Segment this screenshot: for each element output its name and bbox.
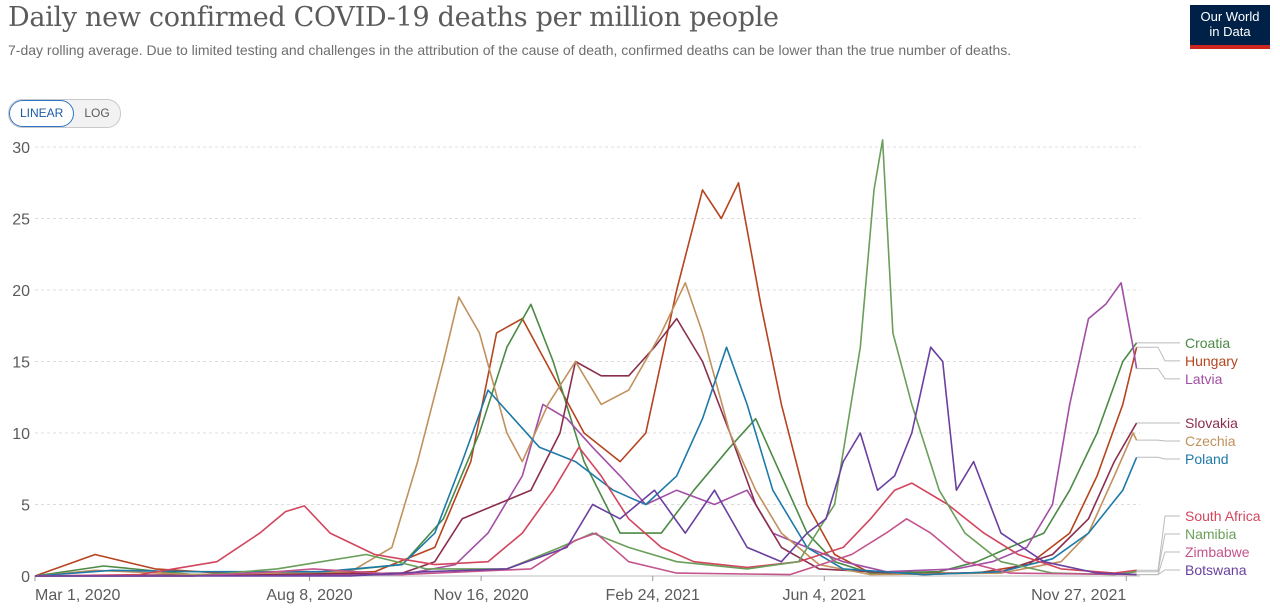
series-line-south-africa[interactable] xyxy=(34,446,1137,577)
series-line-latvia[interactable] xyxy=(34,282,1138,577)
legend-label-latvia[interactable]: Latvia xyxy=(1185,371,1223,387)
legend-label-botswana[interactable]: Botswana xyxy=(1185,562,1247,578)
legend-label-poland[interactable]: Poland xyxy=(1185,451,1229,467)
y-tick-label: 20 xyxy=(12,283,30,300)
legend-connector-latvia xyxy=(1136,368,1180,380)
scale-toggle: LINEAR LOG xyxy=(8,99,121,128)
series-line-croatia[interactable] xyxy=(34,303,1138,577)
legend: Croatia Hungary Latvia Slovakia Czechia Polan… xyxy=(1136,335,1261,578)
legend-label-zimbabwe[interactable]: Zimbabwe xyxy=(1185,544,1250,560)
x-tick-label: Nov 16, 2020 xyxy=(434,587,529,604)
y-tick-label: 5 xyxy=(21,498,30,515)
logo-line-2: in Data xyxy=(1209,24,1251,39)
linear-scale-button[interactable]: LINEAR xyxy=(9,100,75,127)
series-lines xyxy=(34,139,1138,577)
owid-logo[interactable]: Our World in Data xyxy=(1190,5,1270,49)
legend-label-slovakia[interactable]: Slovakia xyxy=(1185,415,1238,431)
y-axis-tick-labels: 0 5 10 15 20 25 30 xyxy=(12,140,30,586)
series-line-zimbabwe[interactable] xyxy=(35,518,1137,577)
x-axis-tick-labels: Mar 1, 2020 Aug 8, 2020 Nov 16, 2020 Feb 24… xyxy=(35,587,1126,604)
legend-connector-namibia xyxy=(1136,533,1180,573)
page-title: Daily new confirmed COVID-19 deaths per … xyxy=(8,2,779,33)
x-tick-label: Mar 1, 2020 xyxy=(35,587,120,604)
x-tick-label: Aug 8, 2020 xyxy=(266,587,352,604)
legend-connector-botswana xyxy=(1136,569,1180,576)
legend-label-hungary[interactable]: Hungary xyxy=(1185,353,1238,369)
x-tick-label: Jun 4, 2021 xyxy=(782,587,866,604)
y-tick-label: 30 xyxy=(12,140,30,157)
y-tick-label: 0 xyxy=(21,569,30,586)
chart-subtitle: 7-day rolling average. Due to limited te… xyxy=(8,42,1012,58)
legend-connector-czechia xyxy=(1136,439,1180,442)
logo-line-1: Our World xyxy=(1200,9,1260,24)
legend-connector-south-africa xyxy=(1136,515,1180,571)
legend-label-namibia[interactable]: Namibia xyxy=(1185,526,1237,542)
legend-label-croatia[interactable]: Croatia xyxy=(1185,335,1230,351)
series-line-namibia[interactable] xyxy=(35,139,1137,577)
legend-connector-poland xyxy=(1136,456,1180,460)
log-scale-button[interactable]: LOG xyxy=(84,106,110,120)
series-line-botswana[interactable] xyxy=(35,346,1137,577)
series-line-czechia[interactable] xyxy=(34,282,1138,577)
x-tick-label: Feb 24, 2021 xyxy=(606,587,700,604)
y-tick-label: 10 xyxy=(12,426,30,443)
y-tick-label: 15 xyxy=(12,355,30,372)
grid-lines xyxy=(34,146,1140,581)
legend-label-czechia[interactable]: Czechia xyxy=(1185,433,1236,449)
y-tick-label: 25 xyxy=(12,212,30,229)
legend-connector-hungary xyxy=(1136,346,1180,362)
series-line-poland[interactable] xyxy=(34,346,1138,577)
legend-label-south-africa[interactable]: South Africa xyxy=(1185,508,1261,524)
x-tick-label: Nov 27, 2021 xyxy=(1031,587,1126,604)
